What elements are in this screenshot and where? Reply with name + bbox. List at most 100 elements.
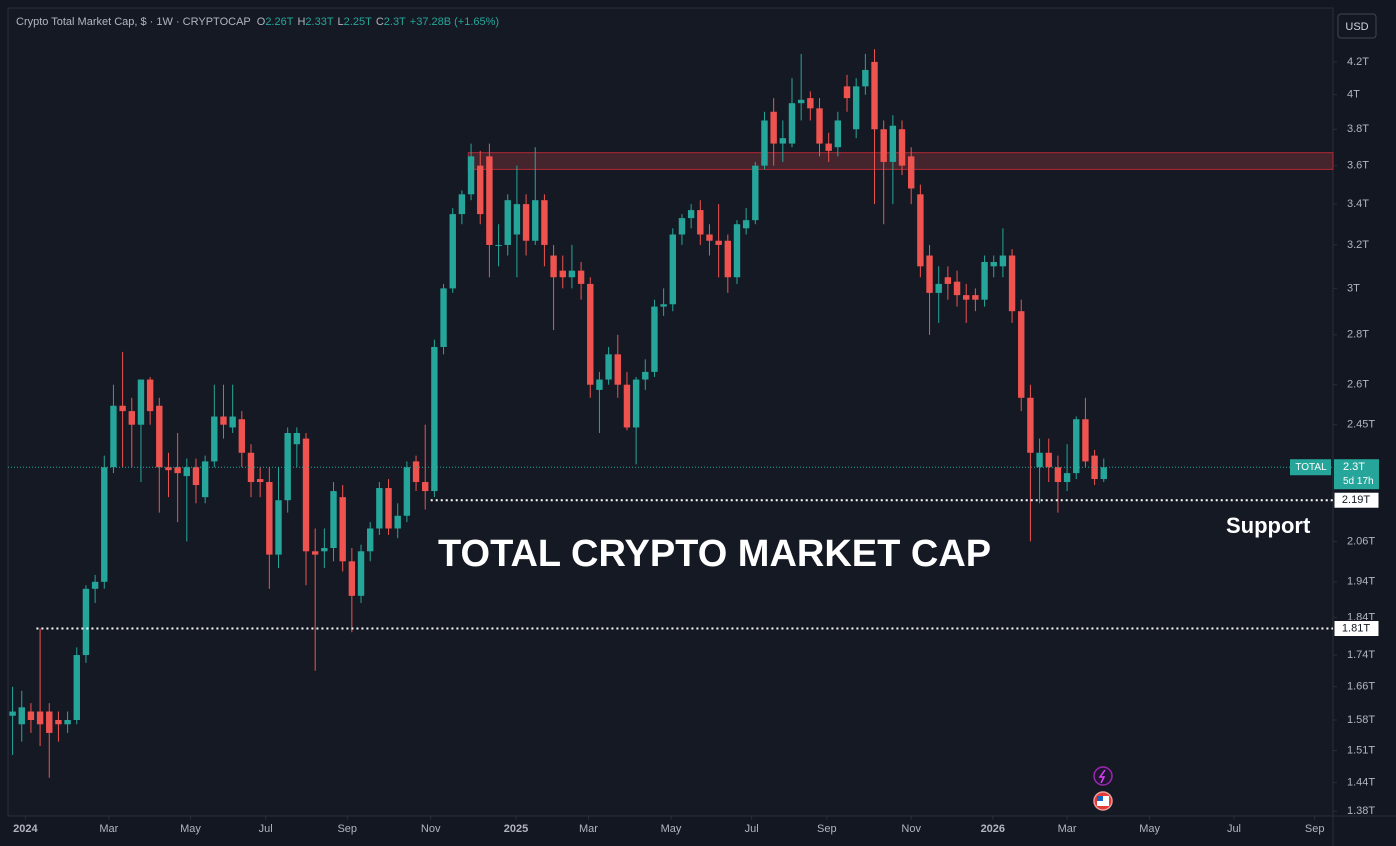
candle-body [568, 270, 576, 278]
x-tick-label: 2024 [13, 823, 38, 835]
candle-body [467, 156, 475, 195]
y-tick-label: 1.58T [1347, 714, 1375, 726]
candle-body [146, 379, 154, 412]
candle-body [9, 711, 16, 716]
y-tick-label: 2.8T [1347, 329, 1369, 341]
symbol-title: Crypto Total Market Cap, $ · 1W · CRYPTO… [16, 16, 251, 28]
candle-body [944, 277, 952, 284]
candle-body [36, 711, 44, 725]
candle-body [981, 261, 988, 300]
candle-body [394, 515, 401, 529]
candle-body [788, 103, 796, 144]
candle-body [587, 283, 594, 385]
candle-body [697, 210, 704, 235]
candle-body [229, 416, 236, 428]
candle-body [559, 270, 566, 278]
candle-body [91, 581, 99, 589]
candle-body [908, 156, 915, 189]
candle-body [110, 405, 117, 468]
candle-body [477, 165, 484, 215]
candle-body [201, 461, 209, 498]
candle-body [256, 479, 264, 483]
x-tick-label: Nov [421, 823, 441, 835]
candle-body [211, 416, 218, 462]
candle-body [678, 218, 686, 235]
y-tick-label: 1.74T [1347, 649, 1375, 661]
candle-body [550, 255, 557, 278]
candle-body [64, 719, 71, 725]
candle-body [1008, 255, 1016, 312]
flag-icon-canton [1097, 796, 1103, 801]
candle-body [275, 500, 282, 555]
candle-body [55, 719, 62, 725]
y-tick-label: 1.51T [1347, 744, 1375, 756]
candle-body [917, 194, 924, 267]
y-tick-label: 3.6T [1347, 160, 1369, 172]
legend-value: 2.33T [305, 16, 333, 28]
candle-body [348, 561, 356, 596]
candle-body [761, 120, 768, 166]
candle-body [183, 467, 191, 477]
candle-body [660, 304, 667, 307]
y-tick-label: 1.94T [1347, 576, 1375, 588]
candle-body [247, 452, 255, 483]
y-tick-label: 3.8T [1347, 123, 1369, 135]
candle-body [1063, 473, 1071, 483]
candle-body [311, 551, 319, 555]
candle-body [596, 379, 603, 390]
candle-body [46, 711, 53, 733]
header: Crypto Total Market Cap, $ · 1W · CRYPTO… [16, 16, 499, 28]
candle-body [376, 488, 383, 529]
candle-body [614, 354, 621, 385]
candle-body [1036, 452, 1043, 468]
currency-button[interactable] [1337, 13, 1377, 39]
candle-body [669, 234, 676, 305]
candle-body [807, 98, 814, 109]
candle-body [779, 138, 787, 144]
candle-body [999, 255, 1007, 267]
x-tick-label: Jul [1227, 823, 1241, 835]
y-tick-label: 3T [1347, 282, 1360, 294]
candle-body [742, 220, 750, 229]
candle-body [339, 497, 346, 562]
candle-body [687, 210, 695, 219]
candle-body [926, 255, 933, 293]
candle-body [82, 588, 90, 656]
candle-body [715, 240, 722, 245]
candle-body [422, 482, 429, 492]
legend-key: O [257, 16, 266, 28]
candle-body [834, 120, 842, 148]
candle-body [449, 214, 456, 289]
y-tick-label: 1.38T [1347, 805, 1375, 817]
candle-body [321, 547, 328, 552]
candle-body [101, 467, 108, 582]
candle-body [302, 438, 310, 552]
x-tick-label: 2026 [981, 823, 1005, 835]
candle-body [623, 384, 631, 428]
candle-body [752, 165, 759, 221]
candle-body [889, 125, 897, 162]
legend-key: L [338, 16, 344, 28]
level-label: 2.19T [1342, 494, 1370, 506]
candle-body [357, 551, 365, 596]
x-tick-label: Sep [817, 823, 837, 835]
candle-body [385, 488, 392, 529]
candle-body [1045, 452, 1052, 468]
event-icon[interactable] [1093, 766, 1113, 786]
candle-body [843, 86, 851, 99]
candle-body [770, 111, 777, 144]
candle-body [412, 461, 420, 483]
candle-body [1073, 419, 1080, 474]
candle-body [963, 295, 970, 300]
candle-body [1027, 397, 1034, 453]
level-label-box [1333, 620, 1380, 638]
annotation: TOTAL CRYPTO MARKET CAP [438, 533, 991, 575]
legend-key: H [297, 16, 305, 28]
candle-body [733, 224, 741, 278]
candle-body [513, 204, 521, 235]
candle-body [73, 655, 80, 720]
y-tick-label: 2.6T [1347, 379, 1369, 391]
candle-body [156, 405, 163, 468]
